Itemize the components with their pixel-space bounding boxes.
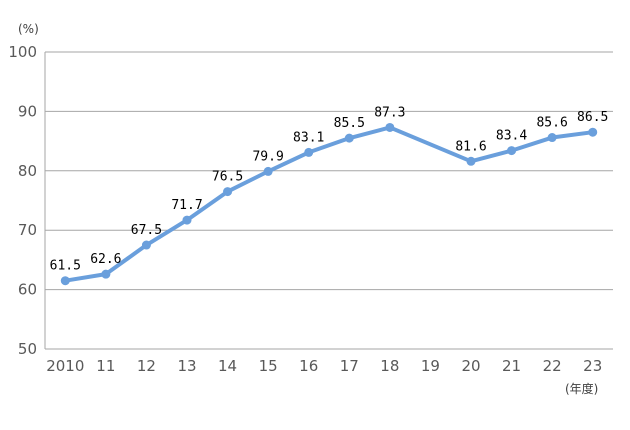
y-tick-label: 60 bbox=[18, 281, 37, 299]
gridlines bbox=[44, 51, 613, 350]
data-point bbox=[547, 133, 557, 143]
data-point bbox=[385, 122, 395, 132]
x-tick-label: 15 bbox=[259, 357, 278, 375]
data-label: 87.3 bbox=[374, 105, 405, 120]
y-axis-unit-label: (%) bbox=[18, 22, 39, 36]
x-axis-ticks: 2010 11 12 13 14 15 16 17 18 19 20 21 22 23 bbox=[46, 357, 602, 375]
x-tick-label: 12 bbox=[137, 357, 156, 375]
data-point bbox=[223, 187, 233, 197]
data-point bbox=[507, 146, 517, 156]
x-tick-label: 23 bbox=[583, 357, 602, 375]
data-labels: 61.5 62.6 67.5 71.7 76.5 79.9 83.1 85.5 87.3 81.6… bbox=[50, 105, 609, 273]
x-tick-label: 20 bbox=[461, 357, 480, 375]
data-label: 86.5 bbox=[577, 110, 608, 125]
y-tick-label: 100 bbox=[8, 43, 37, 61]
x-tick-label: 17 bbox=[340, 357, 359, 375]
y-tick-label: 70 bbox=[18, 221, 37, 239]
data-label: 85.6 bbox=[536, 116, 567, 131]
data-label: 61.5 bbox=[50, 259, 81, 274]
data-point bbox=[263, 166, 273, 176]
data-label: 76.5 bbox=[212, 170, 243, 185]
data-label: 81.6 bbox=[455, 139, 486, 154]
data-point bbox=[304, 147, 314, 157]
x-tick-label: 2010 bbox=[46, 357, 84, 375]
y-tick-label: 90 bbox=[18, 102, 37, 120]
x-tick-label: 22 bbox=[543, 357, 562, 375]
data-point bbox=[344, 133, 354, 143]
x-axis-unit-label: (年度) bbox=[565, 381, 598, 396]
data-label: 71.7 bbox=[171, 198, 202, 213]
data-label: 85.5 bbox=[334, 116, 365, 131]
data-point bbox=[182, 215, 192, 225]
data-label: 67.5 bbox=[131, 223, 162, 238]
data-label: 79.9 bbox=[252, 149, 283, 164]
x-tick-label: 13 bbox=[177, 357, 196, 375]
x-tick-label: 16 bbox=[299, 357, 318, 375]
x-tick-label: 19 bbox=[421, 357, 440, 375]
data-label: 83.1 bbox=[293, 130, 324, 145]
data-point bbox=[588, 127, 598, 137]
data-point bbox=[466, 156, 476, 166]
y-tick-label: 80 bbox=[18, 162, 37, 180]
x-tick-label: 11 bbox=[96, 357, 115, 375]
data-point bbox=[60, 276, 70, 286]
data-point bbox=[141, 240, 151, 250]
x-tick-label: 18 bbox=[380, 357, 399, 375]
data-point bbox=[101, 269, 111, 279]
y-axis-ticks: 50 60 70 80 90 100 bbox=[8, 43, 37, 358]
x-tick-label: 21 bbox=[502, 357, 521, 375]
data-label: 83.4 bbox=[496, 129, 527, 144]
data-label: 62.6 bbox=[90, 252, 121, 267]
y-tick-label: 50 bbox=[18, 340, 37, 358]
data-points bbox=[60, 122, 598, 286]
x-tick-label: 14 bbox=[218, 357, 237, 375]
